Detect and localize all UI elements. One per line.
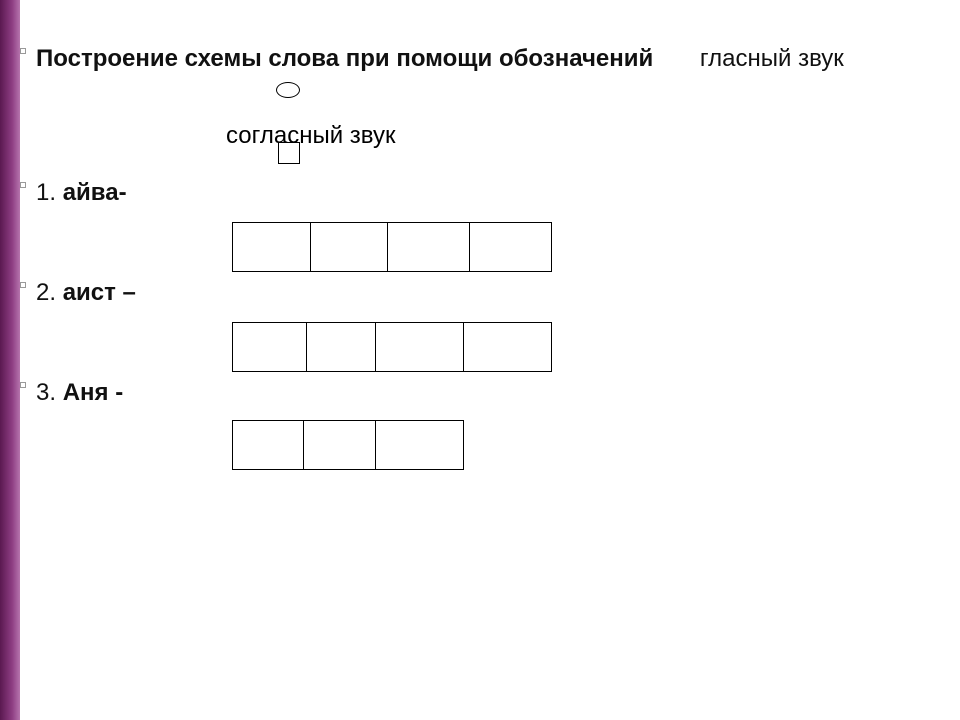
consonant-label: согласный звук [226,122,396,149]
sound-cell [233,421,304,469]
item-1-text: 1. айва- [36,176,952,210]
title-bold: Построение схемы слова при помощи обозна… [36,45,653,72]
side-gradient-strip [0,0,20,720]
item-1-word: айва- [63,179,127,206]
item-2-word: аист – [63,279,136,306]
sound-cell [233,223,311,271]
bullet-marker-icon [20,282,26,288]
vowel-circle-icon [276,82,300,98]
sound-scheme-boxes [232,322,552,372]
sound-cell [304,421,375,469]
consonant-row: согласный звук [36,122,952,176]
sound-cell [388,223,469,271]
item-1-num: 1. [36,179,56,206]
sound-cell [233,323,307,371]
title-text: Построение схемы слова при помощи обозна… [36,42,952,76]
sound-cell [311,223,389,271]
bullet-marker-icon [20,48,26,54]
bullet-marker-icon [20,382,26,388]
sound-cell [376,323,463,371]
item-3-word: Аня - [63,379,124,406]
item-3-text: 3. Аня - [36,376,952,410]
consonant-square-icon [278,142,300,164]
sound-cell [470,223,551,271]
sound-scheme-boxes [232,222,552,272]
bullet-marker-icon [20,182,26,188]
item-3-num: 3. [36,379,56,406]
sound-cell [376,421,463,469]
item-2-num: 2. [36,279,56,306]
vowel-label: гласный звук [700,45,844,72]
sound-cell [307,323,377,371]
item-2-text: 2. аист – [36,276,952,310]
sound-cell [464,323,551,371]
sound-scheme-boxes [232,420,464,470]
bullet-item-3: 3. Аня - [22,376,952,466]
bullet-item-title: Построение схемы слова при помощи обозна… [22,42,952,112]
